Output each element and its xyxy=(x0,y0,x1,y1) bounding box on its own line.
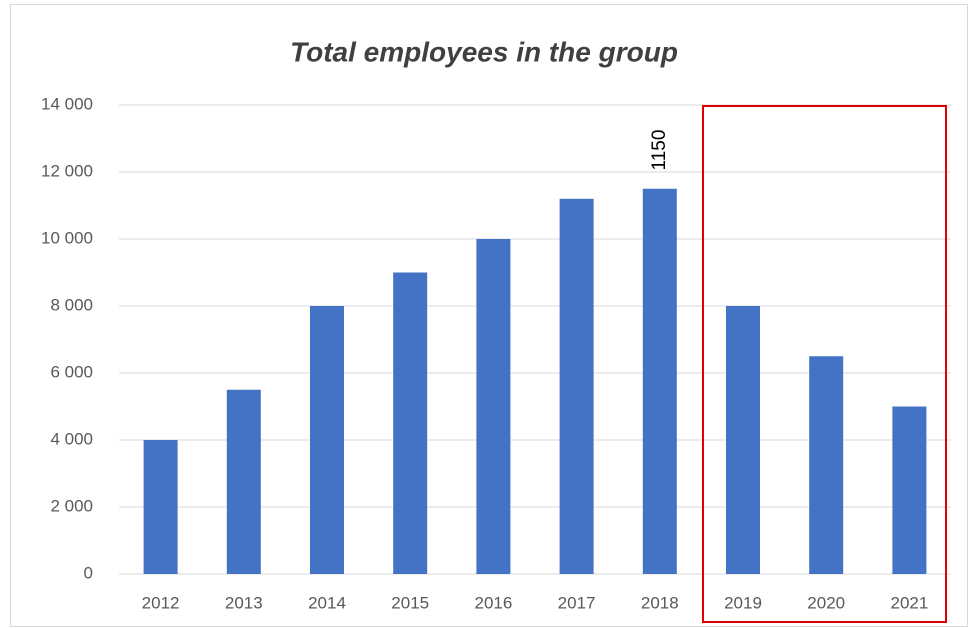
x-tick-label: 2018 xyxy=(641,593,679,612)
bar xyxy=(892,406,927,574)
y-tick-label: 2 000 xyxy=(50,496,93,515)
bar xyxy=(310,306,344,574)
x-tick-label: 2013 xyxy=(225,593,263,612)
plot: 0 2 000 4 000 6 000 8 000 10 000 12 000 14 000 2… xyxy=(41,94,951,612)
bar xyxy=(726,306,760,574)
x-tick-label: 2020 xyxy=(807,593,845,612)
x-tick-label: 2019 xyxy=(724,593,762,612)
bar xyxy=(476,239,511,574)
x-tick-label: 2021 xyxy=(890,593,928,612)
x-tick-label: 2016 xyxy=(474,593,512,612)
y-tick-label: 0 xyxy=(84,563,93,582)
chart-title: Total employees in the group xyxy=(290,36,678,67)
x-tick-label: 2012 xyxy=(142,593,180,612)
bar xyxy=(559,198,594,575)
x-tick-label: 2017 xyxy=(558,593,596,612)
bar xyxy=(226,389,261,574)
bar xyxy=(393,272,428,574)
y-tick-label: 10 000 xyxy=(41,228,93,247)
highlight-box xyxy=(702,105,947,623)
annotation: 1150 xyxy=(649,130,670,171)
y-tick-label: 14 000 xyxy=(41,94,93,113)
bar xyxy=(642,188,677,574)
y-tick-label: 6 000 xyxy=(50,362,93,381)
y-tick-label: 4 000 xyxy=(50,429,93,448)
x-tick-label: 2014 xyxy=(308,593,346,612)
y-tick-label: 8 000 xyxy=(50,295,93,314)
bar xyxy=(809,356,844,574)
bar xyxy=(143,440,178,574)
y-tick-label: 12 000 xyxy=(41,161,93,180)
x-tick-label: 2015 xyxy=(391,593,429,612)
